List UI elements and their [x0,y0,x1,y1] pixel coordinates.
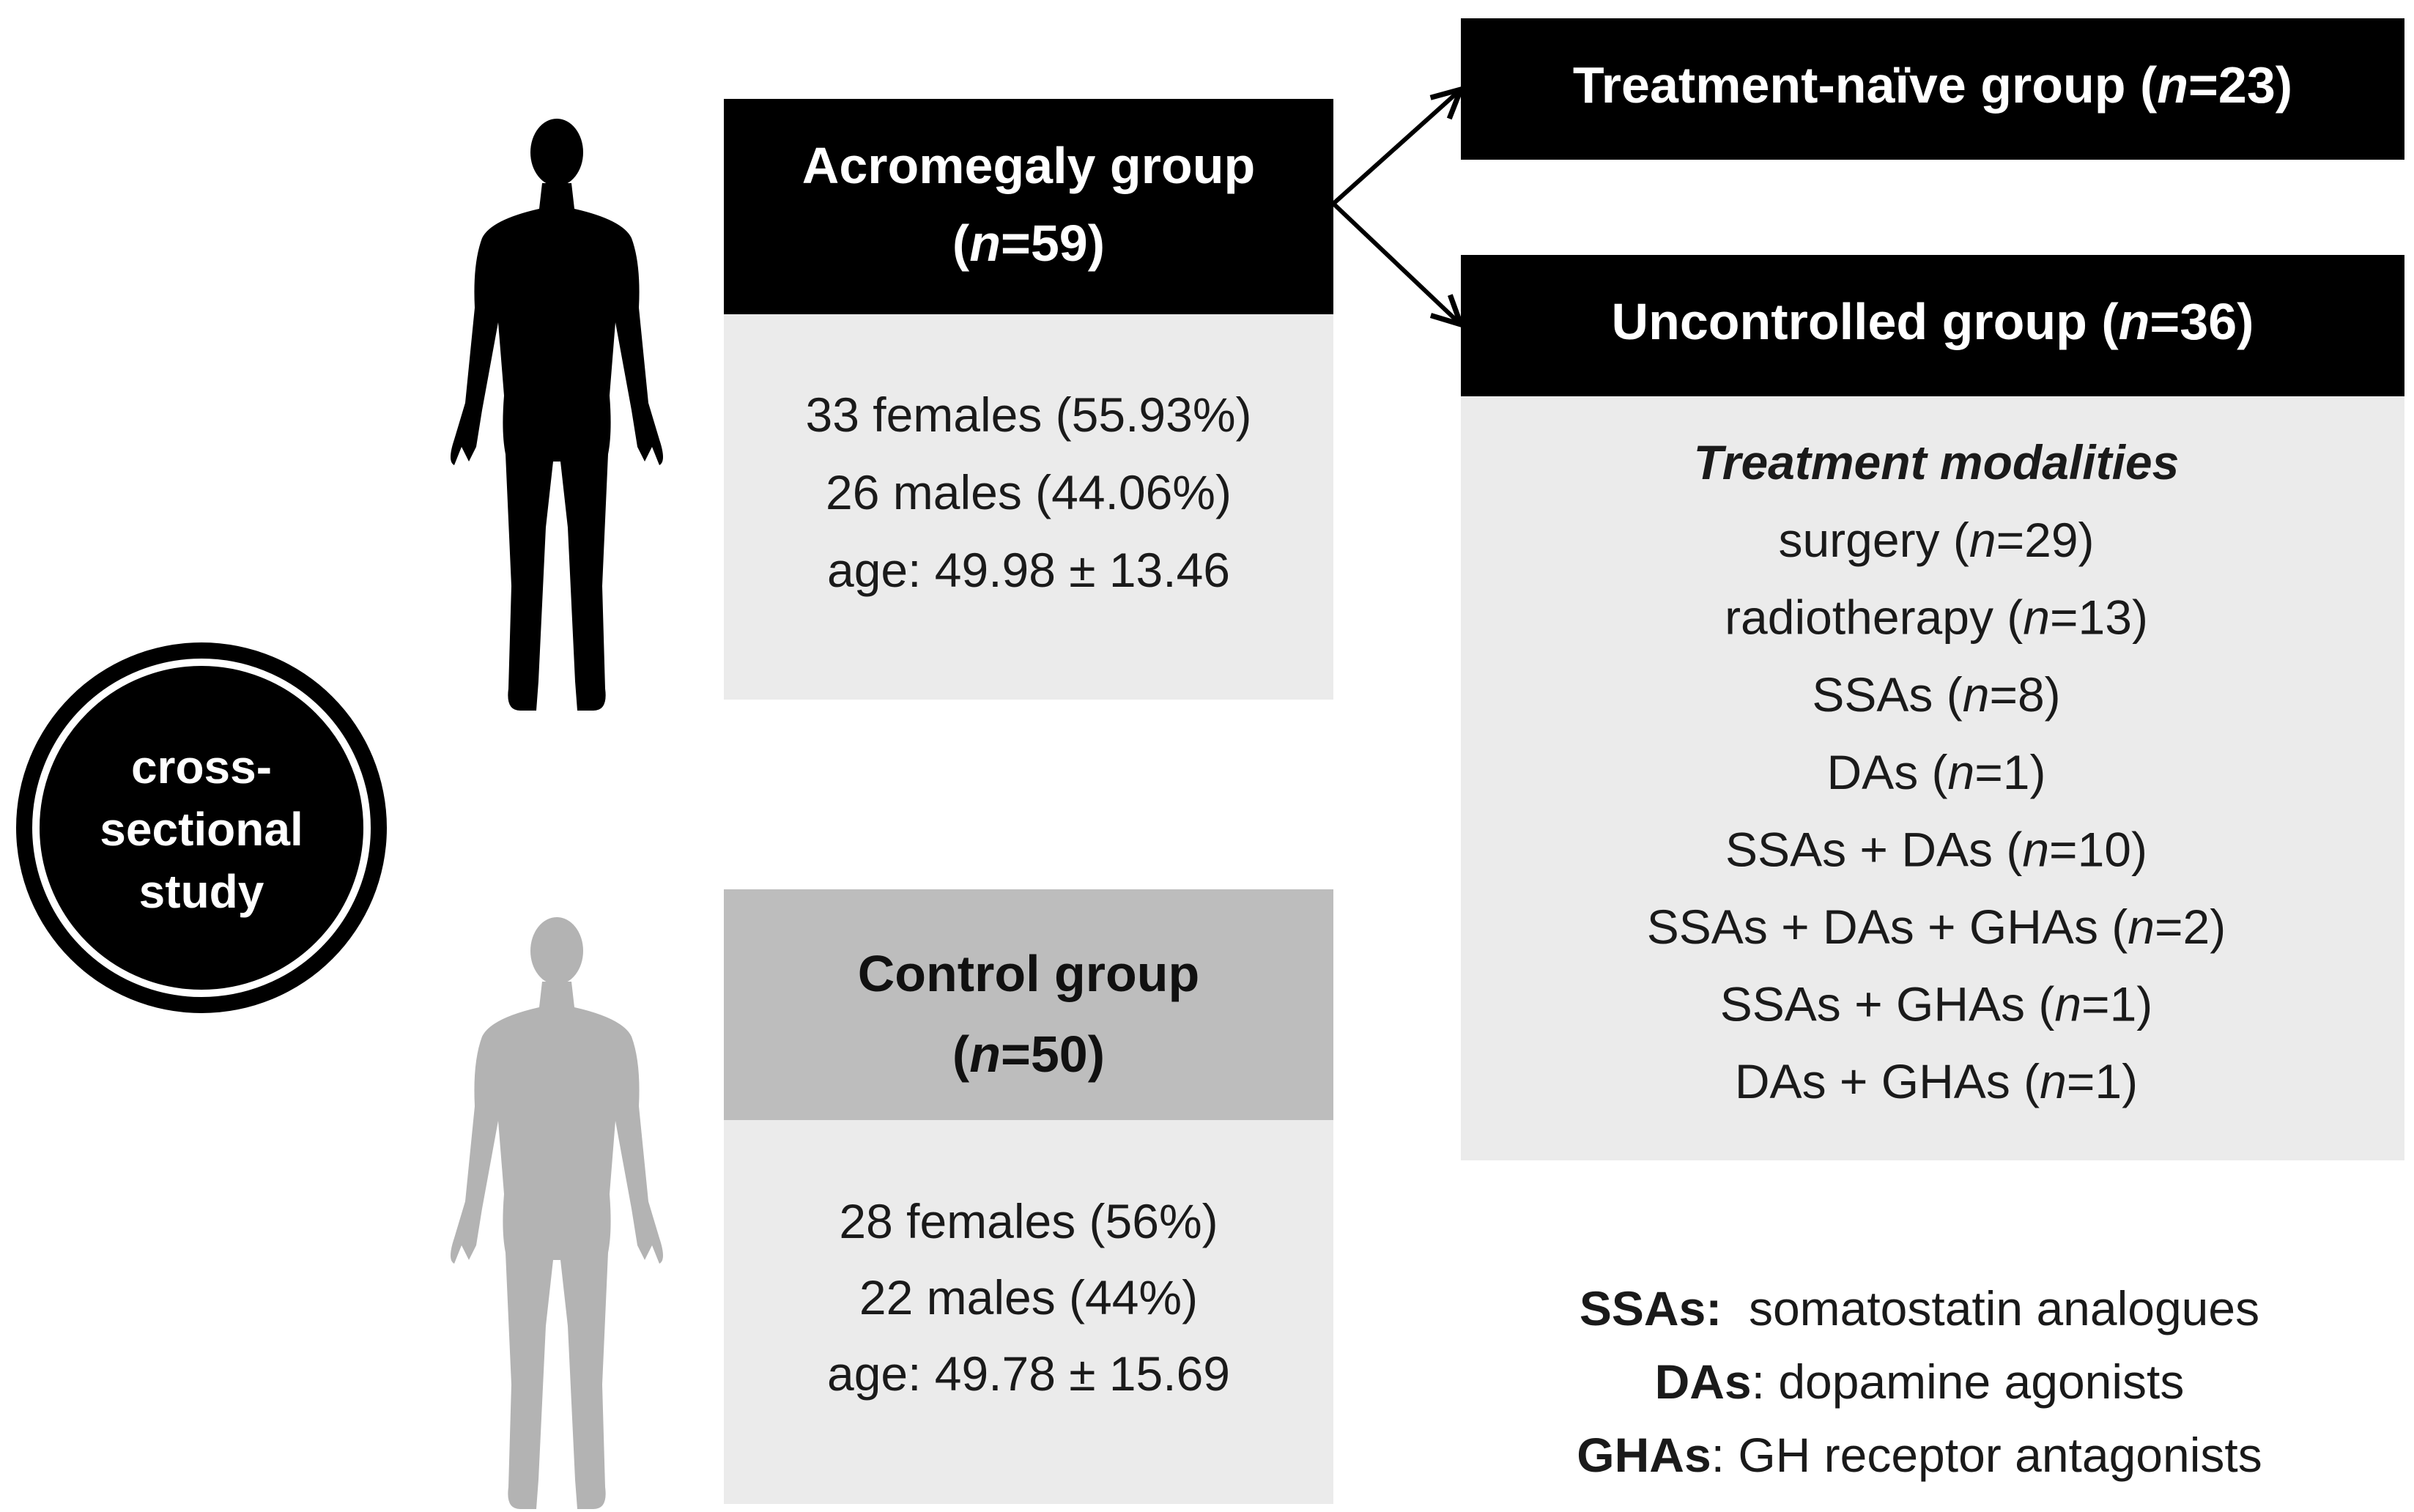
text-part: n [2119,293,2150,350]
group-count: (n=59) [952,215,1105,272]
text-part: age: 49.78 ± 15.69 [827,1346,1230,1401]
text-part: =13) [2050,590,2148,645]
text-part: Treatment modalities [1694,435,2180,489]
study-label: sectional [100,803,303,856]
group-detail: 22 males (44%) [859,1270,1198,1324]
subgroup-title: Uncontrolled group (n=36) [1612,293,2254,350]
acromegaly-header [724,99,1333,314]
text-part: Treatment-naïve group ( [1573,56,2158,114]
text-part: 22 males (44%) [859,1270,1198,1324]
patient-silhouette [451,119,663,711]
badge-ring [32,659,371,997]
modality: radiotherapy (n=13) [1725,590,2148,645]
text-part: =29) [1996,513,2095,567]
text-part: n [2054,977,2081,1031]
text-part: 33 females (55.93%) [806,388,1252,442]
text-part: n [1969,513,1996,567]
study-label: cross- [131,741,272,793]
text-part: =2) [2155,900,2226,954]
text-part: GHAs [1577,1428,1711,1482]
group-title: Acromegaly group [802,137,1255,194]
abbreviation: SSAs: somatostatin analogues [1580,1281,2259,1335]
text-part: ( [952,1026,970,1083]
subgroup-title: Treatment-naïve group (n=23) [1573,56,2292,114]
group-detail: age: 49.98 ± 13.46 [827,543,1230,597]
modality: SSAs + DAs (n=10) [1725,823,2147,877]
modality: SSAs (n=8) [1812,668,2060,722]
text-part: Acromegaly group [802,137,1255,194]
group-detail: age: 49.78 ± 15.69 [827,1346,1230,1401]
text-part: study [139,865,264,918]
arrow [1331,201,1461,325]
control-header [724,889,1333,1120]
text-part: =1) [2067,1055,2138,1109]
study-label: study [139,865,264,918]
text-part: SSAs + GHAs ( [1720,977,2055,1031]
text-part: somatostatin analogues [1722,1281,2259,1335]
modality: DAs + GHAs (n=1) [1735,1055,2138,1109]
text-part: cross- [131,741,272,793]
abbreviation: GHAs: GH receptor antagonists [1577,1428,2262,1482]
acromegaly-body [724,314,1333,700]
text-part: n [2040,1055,2067,1109]
modalities-title: Treatment modalities [1694,435,2180,489]
group-detail: 33 females (55.93%) [806,388,1252,442]
abbreviation: DAs: dopamine agonists [1655,1354,2185,1409]
text-part: =1) [1974,745,2045,799]
text-part: n [2022,823,2049,877]
text-part: n [1963,668,1990,722]
text-part: SSAs + DAs + GHAs ( [1647,900,2128,954]
uncontrolled-body [1461,396,2404,1160]
text-part: SSAs: [1580,1281,1722,1335]
text-part: radiotherapy ( [1725,590,2023,645]
text-part: =23) [2188,56,2292,114]
text-part: Uncontrolled group ( [1612,293,2119,350]
text-part: =8) [1989,668,2060,722]
text-part: Control group [858,945,1200,1002]
arrow [1331,89,1461,206]
text-part: DAs ( [1827,745,1948,799]
text-part: =36) [2150,293,2254,350]
text-part: sectional [100,803,303,856]
text-part: ( [952,215,970,272]
group-detail: 26 males (44.06%) [826,465,1232,519]
modality: SSAs + DAs + GHAs (n=2) [1647,900,2226,954]
text-part: DAs + GHAs ( [1735,1055,2040,1109]
group-detail: 28 females (56%) [839,1194,1218,1248]
text-part: n [2023,590,2050,645]
text-part: : GH receptor antagonists [1711,1428,2262,1482]
naive-header [1461,18,2404,160]
text-part: =10) [2049,823,2147,877]
text-part: n [2157,56,2188,114]
text-part: DAs [1655,1354,1752,1409]
text-part: surgery ( [1778,513,1969,567]
text-part: =59) [1001,215,1105,272]
text-part: age: 49.98 ± 13.46 [827,543,1230,597]
text-part: : dopamine agonists [1752,1354,2185,1409]
study-badge [16,642,387,1013]
modality: SSAs + GHAs (n=1) [1720,977,2153,1031]
text-part: =50) [1001,1026,1105,1083]
text-part: n [969,215,1001,272]
group-count: (n=50) [952,1026,1105,1083]
modality: DAs (n=1) [1827,745,2046,799]
text-part: =1) [2081,977,2152,1031]
text-part: 26 males (44.06%) [826,465,1232,519]
text-part: SSAs + DAs ( [1725,823,2022,877]
text-part: n [1948,745,1975,799]
text-part: 28 females (56%) [839,1194,1218,1248]
control-body [724,1120,1333,1504]
modality: surgery (n=29) [1778,513,2094,567]
text-part: n [969,1026,1001,1083]
uncontrolled-header [1461,255,2404,396]
control-silhouette [451,917,663,1509]
group-title: Control group [858,945,1200,1002]
text-part: n [2128,900,2155,954]
text-part: SSAs ( [1812,668,1962,722]
